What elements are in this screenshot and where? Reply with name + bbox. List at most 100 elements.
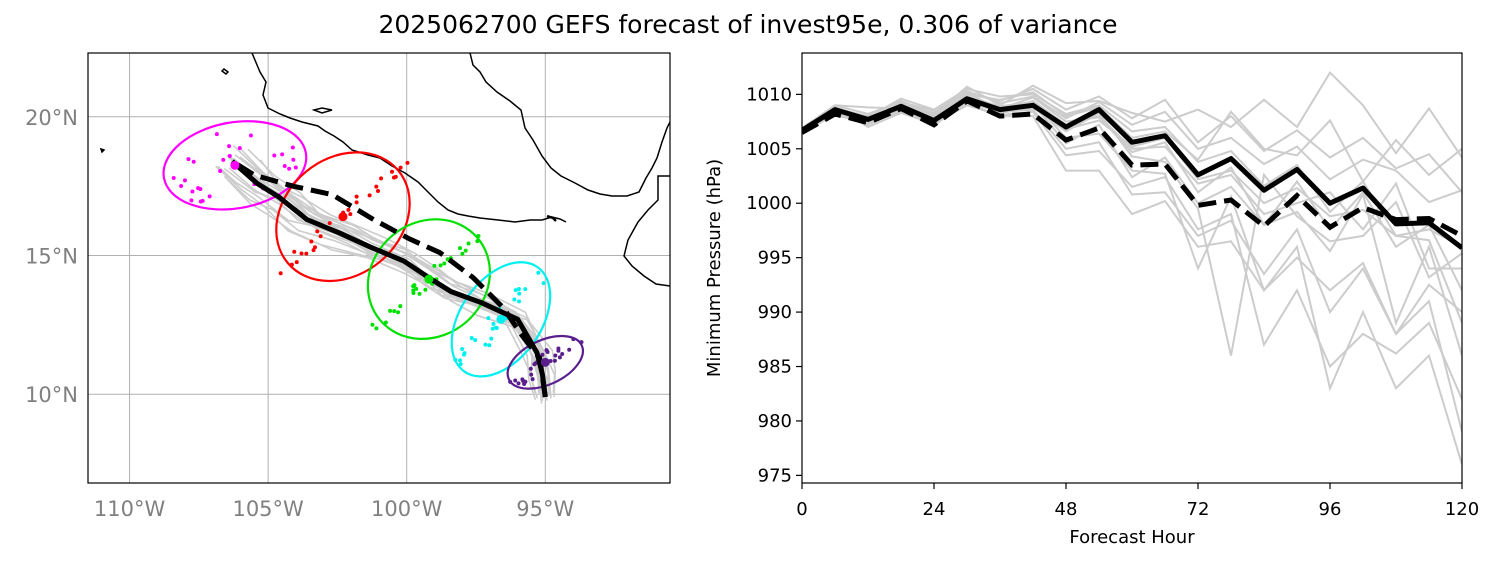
day1-member-point [182, 178, 187, 183]
day5-member-point [567, 347, 572, 352]
day4-member-point [513, 288, 518, 293]
day3-member-point [438, 263, 443, 268]
figure-title: 2025062700 GEFS forecast of invest95e, 0… [378, 10, 1118, 39]
day1-member-point [237, 146, 242, 151]
day5-member-point [516, 381, 521, 386]
day5-member-point [552, 358, 557, 363]
y-tick-label: 980 [758, 411, 792, 432]
day2-member-point [299, 251, 304, 256]
day1-member-point [186, 157, 191, 162]
pressure-frame [801, 52, 1463, 484]
day4-member-point [489, 336, 494, 341]
track-map-panel: 110°W 105°W 100°W 95°W 20°N 15°N 10°N [25, 52, 671, 521]
day2-member-point [354, 200, 359, 205]
day4-mean-marker [496, 314, 506, 324]
day1-mean-marker [230, 160, 240, 170]
day1-member-point [214, 132, 219, 137]
day3-member-point [466, 241, 471, 246]
mean-position-markers [230, 160, 550, 367]
lon-tick-label: 95°W [516, 497, 574, 521]
day2-member-point [374, 184, 379, 189]
member-track [223, 175, 556, 393]
day2-member-point [294, 260, 299, 265]
y-tick-label: 1000 [746, 193, 792, 214]
day5-member-point [513, 378, 518, 383]
day4-member-point [490, 326, 495, 331]
day2-member-point [354, 194, 359, 199]
y-tick-label: 1005 [746, 139, 792, 160]
map-frame [87, 52, 671, 484]
day1-ellipse [162, 120, 308, 211]
day5-member-point [533, 361, 538, 366]
y-tick-label: 985 [758, 357, 792, 378]
day4-member-point [473, 338, 478, 343]
y-tick-label: 995 [758, 248, 792, 269]
y-axis-ticks: 975 980 985 990 995 1000 1005 1010 [746, 84, 802, 486]
member-pressure-line [802, 91, 1462, 184]
day4-member-point [483, 342, 488, 347]
lat-tick-label: 15°N [25, 245, 78, 269]
day4-member-point [458, 358, 463, 363]
day3-member-point [388, 308, 393, 313]
day5-member-point [556, 348, 561, 353]
day2-member-point [311, 248, 316, 253]
x-tick-label: 24 [923, 499, 946, 520]
latitude-tick-labels: 20°N 15°N 10°N [25, 106, 78, 407]
day2-member-point [367, 193, 372, 198]
coastline [99, 53, 670, 287]
member-pressure-line [802, 89, 1462, 204]
y-tick-label: 975 [758, 465, 792, 486]
day2-member-point [376, 188, 381, 193]
day1-member-point [190, 189, 195, 194]
day1-member-point [227, 154, 232, 159]
day1-member-point [272, 153, 277, 158]
lat-tick-label: 20°N [25, 106, 78, 130]
x-tick-label: 120 [1445, 499, 1479, 520]
y-tick-label: 990 [758, 302, 792, 323]
day2-member-point [315, 229, 320, 234]
day5-mean-marker [540, 357, 550, 367]
day3-member-point [370, 322, 375, 327]
day3-member-point [442, 261, 447, 266]
day1-member-point [221, 157, 226, 162]
lon-tick-label: 110°W [94, 497, 166, 521]
day3-member-point [374, 326, 379, 331]
day4-member-point [523, 287, 528, 292]
member-pressure-line [802, 94, 1462, 356]
day2-member-point [389, 169, 394, 174]
day1-member-point [189, 198, 194, 203]
day2-ellipse [275, 151, 411, 283]
day2-member-point [312, 245, 317, 250]
day4-member-point [461, 352, 466, 357]
x-tick-label: 96 [1319, 499, 1342, 520]
day3-member-point [460, 251, 465, 256]
day1-member-point [291, 157, 296, 162]
lon-tick-label: 105°W [232, 497, 304, 521]
day3-mean-marker [424, 274, 434, 284]
day3-member-point [457, 246, 462, 251]
day2-member-point [348, 212, 353, 217]
day5-member-point [529, 372, 534, 377]
mean-track-dashed [230, 159, 548, 398]
day4-member-point [536, 270, 541, 275]
pressure-panel: 0 24 48 72 96 120 975 980 985 990 995 1000 1005 1010… [704, 52, 1479, 548]
day3-member-point [417, 291, 422, 296]
day2-member-point [318, 234, 323, 239]
ensemble-mean-tracks [230, 159, 548, 398]
day1-member-point [282, 163, 287, 168]
day4-member-point [517, 299, 522, 304]
x-tick-label: 0 [796, 499, 807, 520]
day3-member-point [423, 287, 428, 292]
day3-member-point [432, 263, 437, 268]
day3-member-point [463, 248, 468, 253]
day2-member-point [398, 165, 403, 170]
lon-tick-label: 100°W [371, 497, 443, 521]
day4-member-point [486, 316, 491, 321]
day1-member-point [171, 175, 176, 180]
day4-member-point [458, 362, 463, 367]
mean-pressure-dashed [802, 98, 1462, 239]
member-pressure-line [802, 92, 1462, 291]
day4-member-point [516, 286, 521, 291]
day4-member-point [487, 343, 492, 348]
